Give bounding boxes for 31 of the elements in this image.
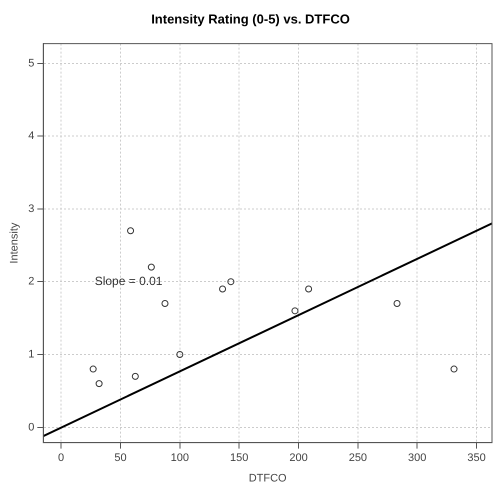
x-tick-label: 50 — [114, 452, 127, 464]
y-tick-label: 2 — [28, 276, 34, 288]
point — [305, 285, 312, 292]
chart-title: Intensity Rating (0-5) vs. DTFCO — [151, 11, 350, 26]
x-tick-label: 150 — [230, 452, 248, 464]
point — [127, 227, 134, 234]
point — [227, 278, 234, 286]
x-tick-label: 300 — [408, 452, 426, 464]
x-tick-label: 350 — [467, 452, 486, 464]
x-tick-label: 100 — [170, 452, 189, 464]
point — [132, 372, 139, 380]
y-tick-label: 4 — [28, 130, 34, 142]
point — [90, 366, 97, 373]
point — [161, 300, 168, 308]
y-tick-label: 5 — [28, 57, 34, 70]
y-tick-label: 0 — [28, 421, 34, 434]
point — [291, 307, 298, 314]
point — [394, 300, 401, 308]
y-tick-label: 3 — [28, 202, 34, 215]
point — [450, 366, 458, 373]
annotation: Slope = 0.01 — [94, 274, 163, 288]
x-tick-label: 200 — [289, 452, 308, 464]
y-axis-title: Intensity — [8, 222, 21, 264]
y-tick-label: 1 — [28, 348, 34, 361]
x-tick-label: 0 — [58, 452, 64, 464]
point — [96, 380, 103, 388]
x-tick-label: 250 — [348, 452, 368, 464]
point — [176, 351, 184, 358]
point — [219, 285, 226, 292]
point — [148, 264, 155, 271]
x-axis-title: DTFCO — [248, 472, 288, 484]
